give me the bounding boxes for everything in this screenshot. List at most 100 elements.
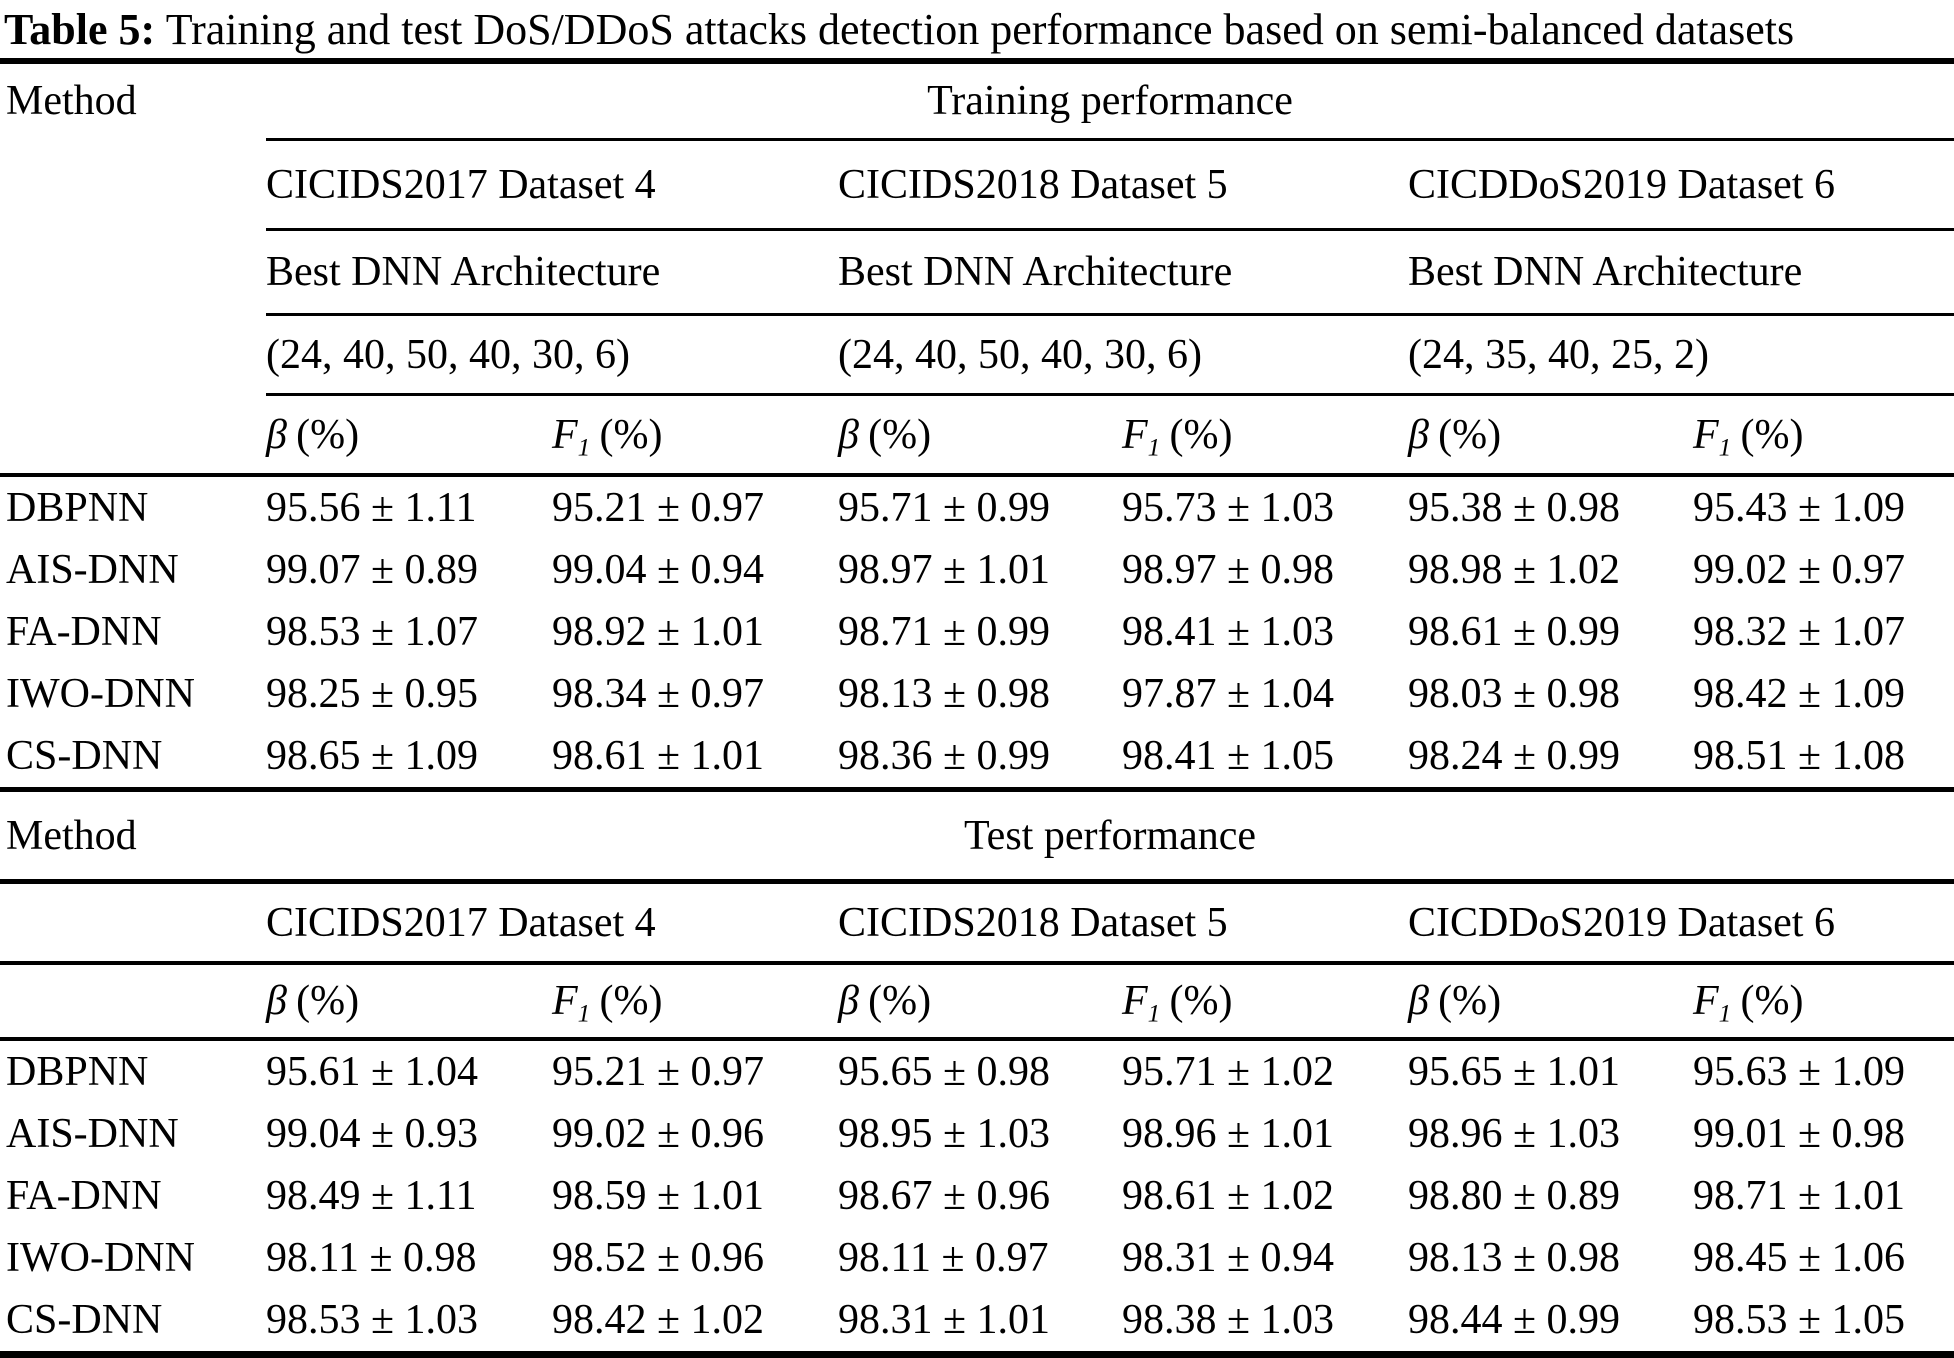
value-cell: 95.21 ± 0.97 [552, 1049, 765, 1095]
method-cell: CS-DNN [6, 1297, 163, 1343]
f1-subscript: 1 [577, 434, 591, 462]
test-metric-row: β (%) F1 (%) β (%) F1 (%) β (%) F1 (%) [0, 965, 1954, 1037]
divider [0, 1037, 1954, 1041]
value-cell: 98.80 ± 0.89 [1408, 1173, 1621, 1219]
f1-symbol: F [552, 978, 578, 1024]
percent-unit: (%) [1740, 411, 1804, 458]
f1-header: F1 (%) [1122, 411, 1408, 461]
divider [0, 879, 1954, 884]
f1-header: F1 (%) [1693, 411, 1954, 462]
table-row: FA-DNN 98.49 ± 1.11 98.59 ± 1.01 98.67 ±… [0, 1165, 1954, 1227]
value-cell: 95.21 ± 0.97 [552, 485, 765, 531]
value-cell: 98.67 ± 0.96 [838, 1173, 1051, 1219]
value-cell: 95.71 ± 0.99 [838, 485, 1051, 531]
f1-subscript: 1 [577, 1000, 591, 1028]
value-cell: 98.41 ± 1.03 [1122, 609, 1335, 655]
value-cell: 98.03 ± 0.98 [1408, 671, 1621, 717]
dataset-header: CICIDS2018 Dataset 5 [838, 161, 1228, 208]
beta-header: β (%) [838, 411, 1122, 459]
percent-unit: (%) [1169, 978, 1233, 1024]
arch-header: Best DNN Architecture [838, 249, 1233, 295]
value-cell: 98.96 ± 1.03 [1408, 1111, 1621, 1157]
value-cell: 99.02 ± 0.96 [552, 1111, 765, 1157]
value-cell: 98.45 ± 1.06 [1693, 1235, 1906, 1281]
test-header-row: Method Test performance [0, 792, 1954, 879]
value-cell: 98.25 ± 0.95 [266, 671, 479, 717]
value-cell: 98.59 ± 1.01 [552, 1173, 765, 1219]
table-row: DBPNN 95.56 ± 1.11 95.21 ± 0.97 95.71 ± … [0, 477, 1954, 539]
table-row: AIS-DNN 99.04 ± 0.93 99.02 ± 0.96 98.95 … [0, 1103, 1954, 1165]
value-cell: 95.43 ± 1.09 [1693, 485, 1906, 531]
value-cell: 98.38 ± 1.03 [1122, 1297, 1335, 1343]
percent-unit: (%) [599, 411, 663, 458]
value-cell: 98.61 ± 1.01 [552, 733, 765, 779]
percent-unit: (%) [296, 411, 360, 458]
value-cell: 95.56 ± 1.11 [266, 485, 477, 531]
divider [266, 393, 1954, 396]
value-cell: 98.42 ± 1.09 [1693, 671, 1906, 717]
training-header-row: Method Training performance [0, 64, 1954, 138]
method-cell: FA-DNN [6, 1173, 162, 1219]
value-cell: 99.04 ± 0.94 [552, 547, 765, 593]
arch-header: Best DNN Architecture [266, 249, 661, 295]
table-row: FA-DNN 98.53 ± 1.07 98.92 ± 1.01 98.71 ±… [0, 601, 1954, 663]
beta-symbol: β [838, 411, 859, 458]
divider-top [0, 58, 1954, 64]
table-row: CS-DNN 98.53 ± 1.03 98.42 ± 1.02 98.31 ±… [0, 1289, 1954, 1351]
divider [266, 138, 1954, 141]
f1-symbol: F [552, 411, 578, 458]
value-cell: 95.73 ± 1.03 [1122, 485, 1335, 531]
method-cell: IWO-DNN [6, 1235, 195, 1281]
method-header: Method [6, 812, 137, 859]
table-row: CS-DNN 98.65 ± 1.09 98.61 ± 1.01 98.36 ±… [0, 725, 1954, 787]
table-row: IWO-DNN 98.11 ± 0.98 98.52 ± 0.96 98.11 … [0, 1227, 1954, 1289]
section-title-test: Test performance [963, 812, 1257, 859]
divider [0, 787, 1954, 792]
divider [266, 228, 1954, 231]
value-cell: 98.96 ± 1.01 [1122, 1111, 1335, 1157]
value-cell: 99.01 ± 0.98 [1693, 1111, 1906, 1157]
value-cell: 98.42 ± 1.02 [552, 1297, 765, 1343]
arch-spec: (24, 35, 40, 25, 2) [1408, 331, 1709, 378]
table-caption: Table 5: Training and test DoS/DDoS atta… [0, 0, 1954, 58]
method-cell: AIS-DNN [6, 1111, 179, 1157]
f1-subscript: 1 [1718, 434, 1732, 462]
method-cell: DBPNN [6, 485, 149, 531]
value-cell: 98.24 ± 0.99 [1408, 733, 1621, 779]
beta-symbol: β [266, 411, 287, 458]
arch-spec: (24, 40, 50, 40, 30, 6) [266, 331, 630, 378]
table-row: DBPNN 95.61 ± 1.04 95.21 ± 0.97 95.65 ± … [0, 1041, 1954, 1103]
f1-subscript: 1 [1718, 1000, 1732, 1028]
method-header: Method [6, 78, 137, 124]
value-cell: 98.53 ± 1.03 [266, 1297, 479, 1343]
value-cell: 98.53 ± 1.05 [1693, 1297, 1906, 1343]
value-cell: 98.34 ± 0.97 [552, 671, 765, 717]
beta-header: β (%) [838, 977, 1122, 1025]
beta-symbol: β [1408, 411, 1429, 458]
divider [0, 473, 1954, 477]
method-cell: IWO-DNN [6, 671, 195, 717]
value-cell: 98.52 ± 0.96 [552, 1235, 765, 1281]
value-cell: 95.71 ± 1.02 [1122, 1049, 1335, 1095]
value-cell: 98.31 ± 0.94 [1122, 1235, 1335, 1281]
value-cell: 98.36 ± 0.99 [838, 733, 1051, 779]
value-cell: 98.71 ± 0.99 [838, 609, 1051, 655]
beta-header: β (%) [266, 977, 552, 1025]
value-cell: 98.61 ± 1.02 [1122, 1173, 1335, 1219]
value-cell: 97.87 ± 1.04 [1122, 671, 1335, 717]
test-dataset-row: CICIDS2017 Dataset 4 CICIDS2018 Dataset … [0, 884, 1954, 961]
divider-bottom [0, 1351, 1954, 1358]
beta-symbol: β [1408, 978, 1429, 1024]
value-cell: 98.92 ± 1.01 [552, 609, 765, 655]
dataset-header: CICIDS2018 Dataset 5 [838, 899, 1228, 946]
f1-header: F1 (%) [552, 411, 838, 462]
value-cell: 98.11 ± 0.97 [838, 1235, 1049, 1281]
caption-text: Training and test DoS/DDoS attacks detec… [165, 4, 1795, 54]
f1-header: F1 (%) [552, 977, 838, 1028]
section-title-training: Training performance [927, 78, 1293, 124]
beta-symbol: β [266, 978, 287, 1024]
training-arch-label-row: Best DNN Architecture Best DNN Architect… [0, 231, 1954, 313]
training-dataset-row: CICIDS2017 Dataset 4 CICIDS2018 Dataset … [0, 141, 1954, 228]
value-cell: 98.51 ± 1.08 [1693, 733, 1906, 779]
